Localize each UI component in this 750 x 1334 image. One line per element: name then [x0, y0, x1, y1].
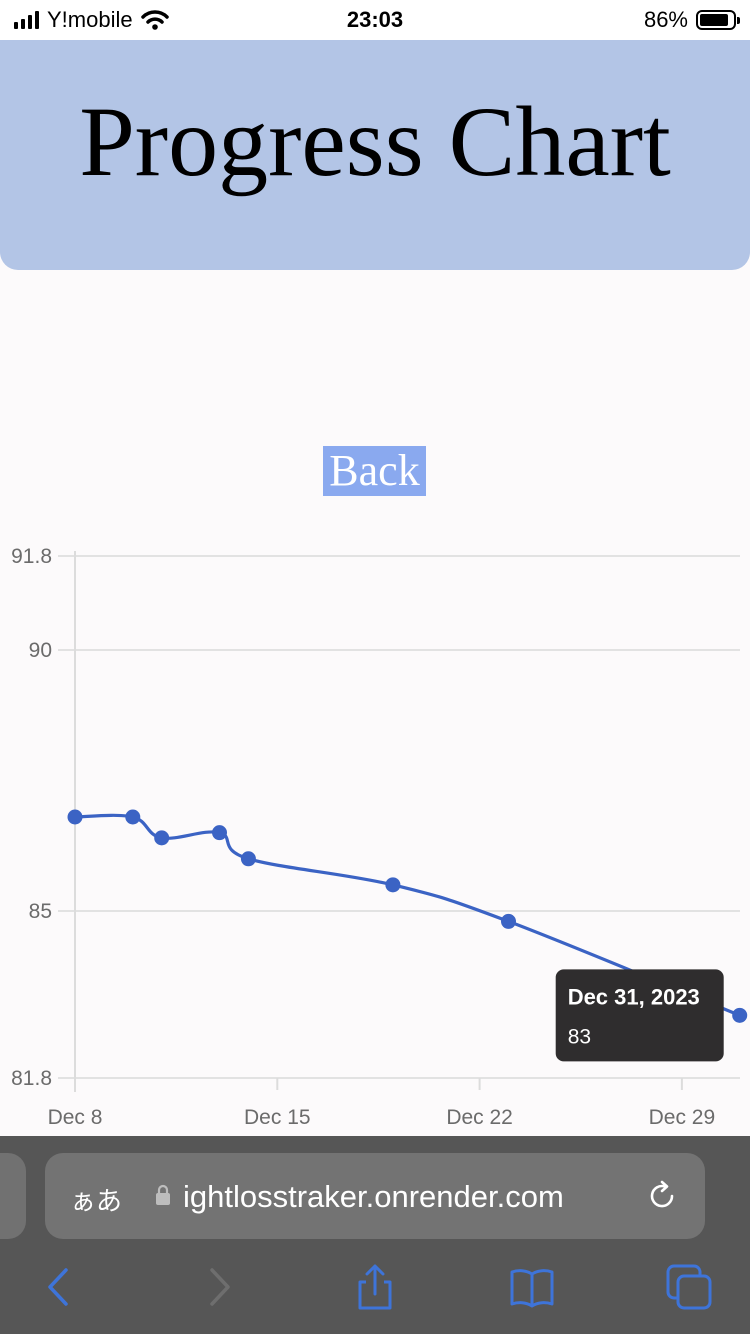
- y-tick-label: 85: [29, 900, 52, 923]
- back-arrow-icon[interactable]: [36, 1264, 82, 1310]
- tooltip-box: [555, 969, 724, 1062]
- y-tick-label: 81.8: [11, 1067, 52, 1090]
- status-time: 23:03: [346, 7, 404, 32]
- tabs-icon[interactable]: [666, 1264, 712, 1310]
- data-point: [154, 830, 170, 846]
- y-tick-label: 91.8: [11, 545, 52, 568]
- series-line: [74, 813, 741, 1017]
- reload-icon[interactable]: [645, 1179, 679, 1213]
- y-tick-label: 90: [29, 639, 52, 662]
- data-point: [501, 913, 516, 929]
- battery-cap: [737, 17, 740, 24]
- data-point: [212, 825, 227, 841]
- x-tick-label: Dec 22: [446, 1106, 513, 1129]
- forward-arrow-icon[interactable]: [196, 1264, 242, 1310]
- carrier-label: Y!mobile: [47, 7, 133, 32]
- share-icon[interactable]: [352, 1264, 398, 1310]
- battery-level: [700, 14, 728, 26]
- tooltip-value: 83: [568, 1025, 591, 1048]
- x-tick-label: Dec 8: [48, 1106, 103, 1129]
- page-header: Progress Chart: [0, 40, 750, 270]
- back-link[interactable]: Back: [323, 446, 426, 496]
- status-bar: Y!mobile 23:03 86%: [0, 0, 750, 40]
- address-bar[interactable]: ぁあ ightlosstraker.onrender.com: [45, 1153, 705, 1239]
- progress-chart[interactable]: 91.8 90 85 81.8 Dec 8 Dec 15 Dec 22 Dec 29 Dec 3…: [0, 530, 750, 1130]
- url-text[interactable]: ightlosstraker.onrender.com: [183, 1179, 564, 1214]
- wifi-icon: [140, 10, 169, 30]
- data-point: [732, 1007, 748, 1023]
- battery-icon: [696, 10, 740, 30]
- browser-bar: ぁあ ightlosstraker.onrender.com: [0, 1136, 750, 1334]
- lock-icon: [156, 1184, 170, 1205]
- battery-percent: 86%: [643, 7, 688, 32]
- status-left: Y!mobile: [14, 7, 169, 33]
- status-right: 86%: [643, 7, 740, 33]
- tooltip-title: Dec 31, 2023: [568, 984, 700, 1009]
- data-point: [385, 877, 401, 893]
- bookmarks-icon[interactable]: [509, 1264, 555, 1310]
- data-point: [67, 809, 83, 825]
- x-tick-label: Dec 15: [244, 1106, 311, 1129]
- x-tick-label: Dec 29: [649, 1106, 716, 1129]
- data-point: [240, 851, 256, 867]
- previous-tab-peek[interactable]: [0, 1153, 26, 1239]
- reader-settings-button[interactable]: ぁあ: [70, 1186, 123, 1216]
- page-title: Progress Chart: [79, 86, 671, 197]
- data-point: [125, 809, 141, 825]
- signal-bars-icon: [14, 11, 39, 29]
